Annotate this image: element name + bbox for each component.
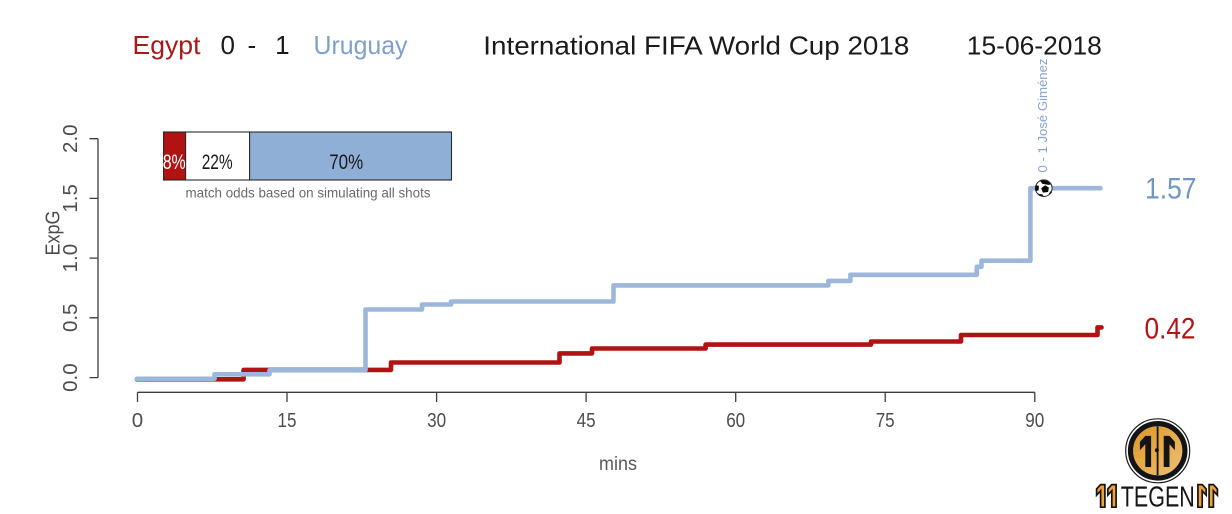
svg-text:2.0: 2.0 bbox=[59, 124, 82, 153]
svg-text:ExpG: ExpG bbox=[43, 211, 65, 256]
svg-text:International FIFA World Cup 2: International FIFA World Cup 2018 bbox=[483, 31, 909, 61]
svg-text:0.0: 0.0 bbox=[59, 363, 82, 392]
svg-text:0 - 1 José Giménez: 0 - 1 José Giménez bbox=[1035, 58, 1050, 172]
svg-text:Uruguay: Uruguay bbox=[314, 30, 408, 60]
svg-text:0.42: 0.42 bbox=[1145, 313, 1196, 346]
svg-text:0: 0 bbox=[220, 30, 234, 60]
svg-text:60: 60 bbox=[726, 409, 745, 432]
svg-text:90: 90 bbox=[1025, 409, 1044, 432]
svg-text:30: 30 bbox=[427, 409, 446, 432]
svg-text:match odds based on simulating: match odds based on simulating all shots bbox=[186, 185, 431, 201]
svg-text:1.0: 1.0 bbox=[59, 244, 82, 273]
svg-text:TEGEN: TEGEN bbox=[1121, 482, 1195, 514]
svg-text:70%: 70% bbox=[329, 151, 363, 174]
svg-text:0: 0 bbox=[132, 409, 143, 432]
svg-text:75: 75 bbox=[876, 409, 895, 432]
svg-text:1: 1 bbox=[275, 30, 289, 60]
svg-text:45: 45 bbox=[577, 409, 596, 432]
svg-text:22%: 22% bbox=[202, 151, 233, 174]
svg-text:-: - bbox=[247, 30, 256, 60]
svg-text:Egypt: Egypt bbox=[133, 30, 202, 60]
svg-text:mins: mins bbox=[599, 453, 637, 475]
svg-text:1.57: 1.57 bbox=[1145, 173, 1197, 206]
svg-text:0.5: 0.5 bbox=[59, 304, 82, 333]
svg-text:15: 15 bbox=[278, 409, 297, 432]
svg-text:1.5: 1.5 bbox=[59, 184, 82, 213]
svg-text:8%: 8% bbox=[163, 151, 186, 174]
svg-text:15-06-2018: 15-06-2018 bbox=[967, 31, 1102, 61]
